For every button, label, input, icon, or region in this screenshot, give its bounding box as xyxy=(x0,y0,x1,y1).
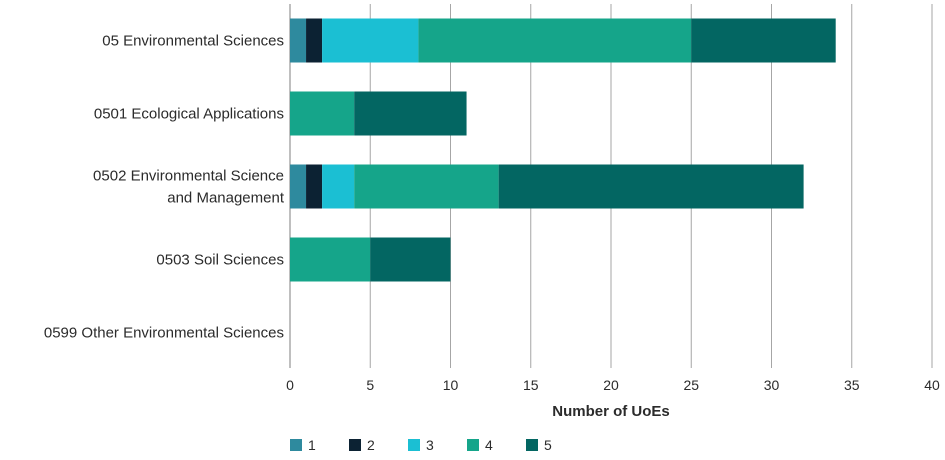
x-tick-label: 10 xyxy=(443,377,459,393)
legend-swatch xyxy=(467,439,479,451)
category-label-line: 05 Environmental Sciences xyxy=(102,33,284,50)
legend-item: 4 xyxy=(467,437,493,453)
x-tick-label: 30 xyxy=(764,377,780,393)
bar-segment xyxy=(498,164,804,209)
bars xyxy=(290,18,836,282)
bar-segment xyxy=(354,91,467,136)
legend-swatch xyxy=(349,439,361,451)
category-labels: 05 Environmental Sciences 0501 Ecological… xyxy=(44,33,285,342)
bar-segment xyxy=(306,18,323,63)
bar-segment xyxy=(691,18,836,63)
category-label-line: 0501 Ecological Applications xyxy=(94,106,284,123)
category-label: 05 Environmental Sciences xyxy=(102,33,284,50)
legend-label: 4 xyxy=(485,437,493,453)
x-tick-label: 25 xyxy=(683,377,699,393)
legend-label: 3 xyxy=(426,437,434,453)
category-label-line: 0502 Environmental Science xyxy=(93,168,284,185)
x-tick-label: 40 xyxy=(924,377,940,393)
legend-item: 2 xyxy=(349,437,375,453)
bar-segment xyxy=(418,18,692,63)
x-tick-label: 15 xyxy=(523,377,539,393)
category-label: 0501 Ecological Applications xyxy=(94,106,284,123)
legend-item: 3 xyxy=(408,437,434,453)
bar-segment xyxy=(290,164,307,209)
category-label: 0503 Soil Sciences xyxy=(156,252,284,269)
bar-segment xyxy=(370,237,451,282)
x-tick-label: 35 xyxy=(844,377,860,393)
category-label-line: 0503 Soil Sciences xyxy=(156,252,284,269)
x-tick-label: 5 xyxy=(366,377,374,393)
bar-segment xyxy=(354,164,499,209)
bar-segment xyxy=(322,164,355,209)
bar-segment xyxy=(290,18,307,63)
x-tick-label: 20 xyxy=(603,377,619,393)
legend-item: 5 xyxy=(526,437,552,453)
category-label: 0502 Environmental Science and Management xyxy=(93,168,285,207)
legend-label: 2 xyxy=(367,437,375,453)
legend-item: 1 xyxy=(290,437,316,453)
legend-swatch xyxy=(290,439,302,451)
x-tick-labels: 0 5 10 15 20 25 30 35 40 xyxy=(286,377,940,393)
bar-segment xyxy=(306,164,323,209)
legend-label: 5 xyxy=(544,437,552,453)
category-label: 0599 Other Environmental Sciences xyxy=(44,325,284,342)
legend-swatch xyxy=(526,439,538,451)
x-tick-label: 0 xyxy=(286,377,294,393)
legend-swatch xyxy=(408,439,420,451)
x-axis-title: Number of UoEs xyxy=(552,403,670,420)
category-label-line: 0599 Other Environmental Sciences xyxy=(44,325,284,342)
category-label-line: and Management xyxy=(167,190,285,207)
legend: 1 2 3 4 5 xyxy=(290,437,552,453)
bar-segment xyxy=(290,91,355,136)
legend-label: 1 xyxy=(308,437,316,453)
bar-segment xyxy=(290,237,371,282)
bar-segment xyxy=(322,18,419,63)
